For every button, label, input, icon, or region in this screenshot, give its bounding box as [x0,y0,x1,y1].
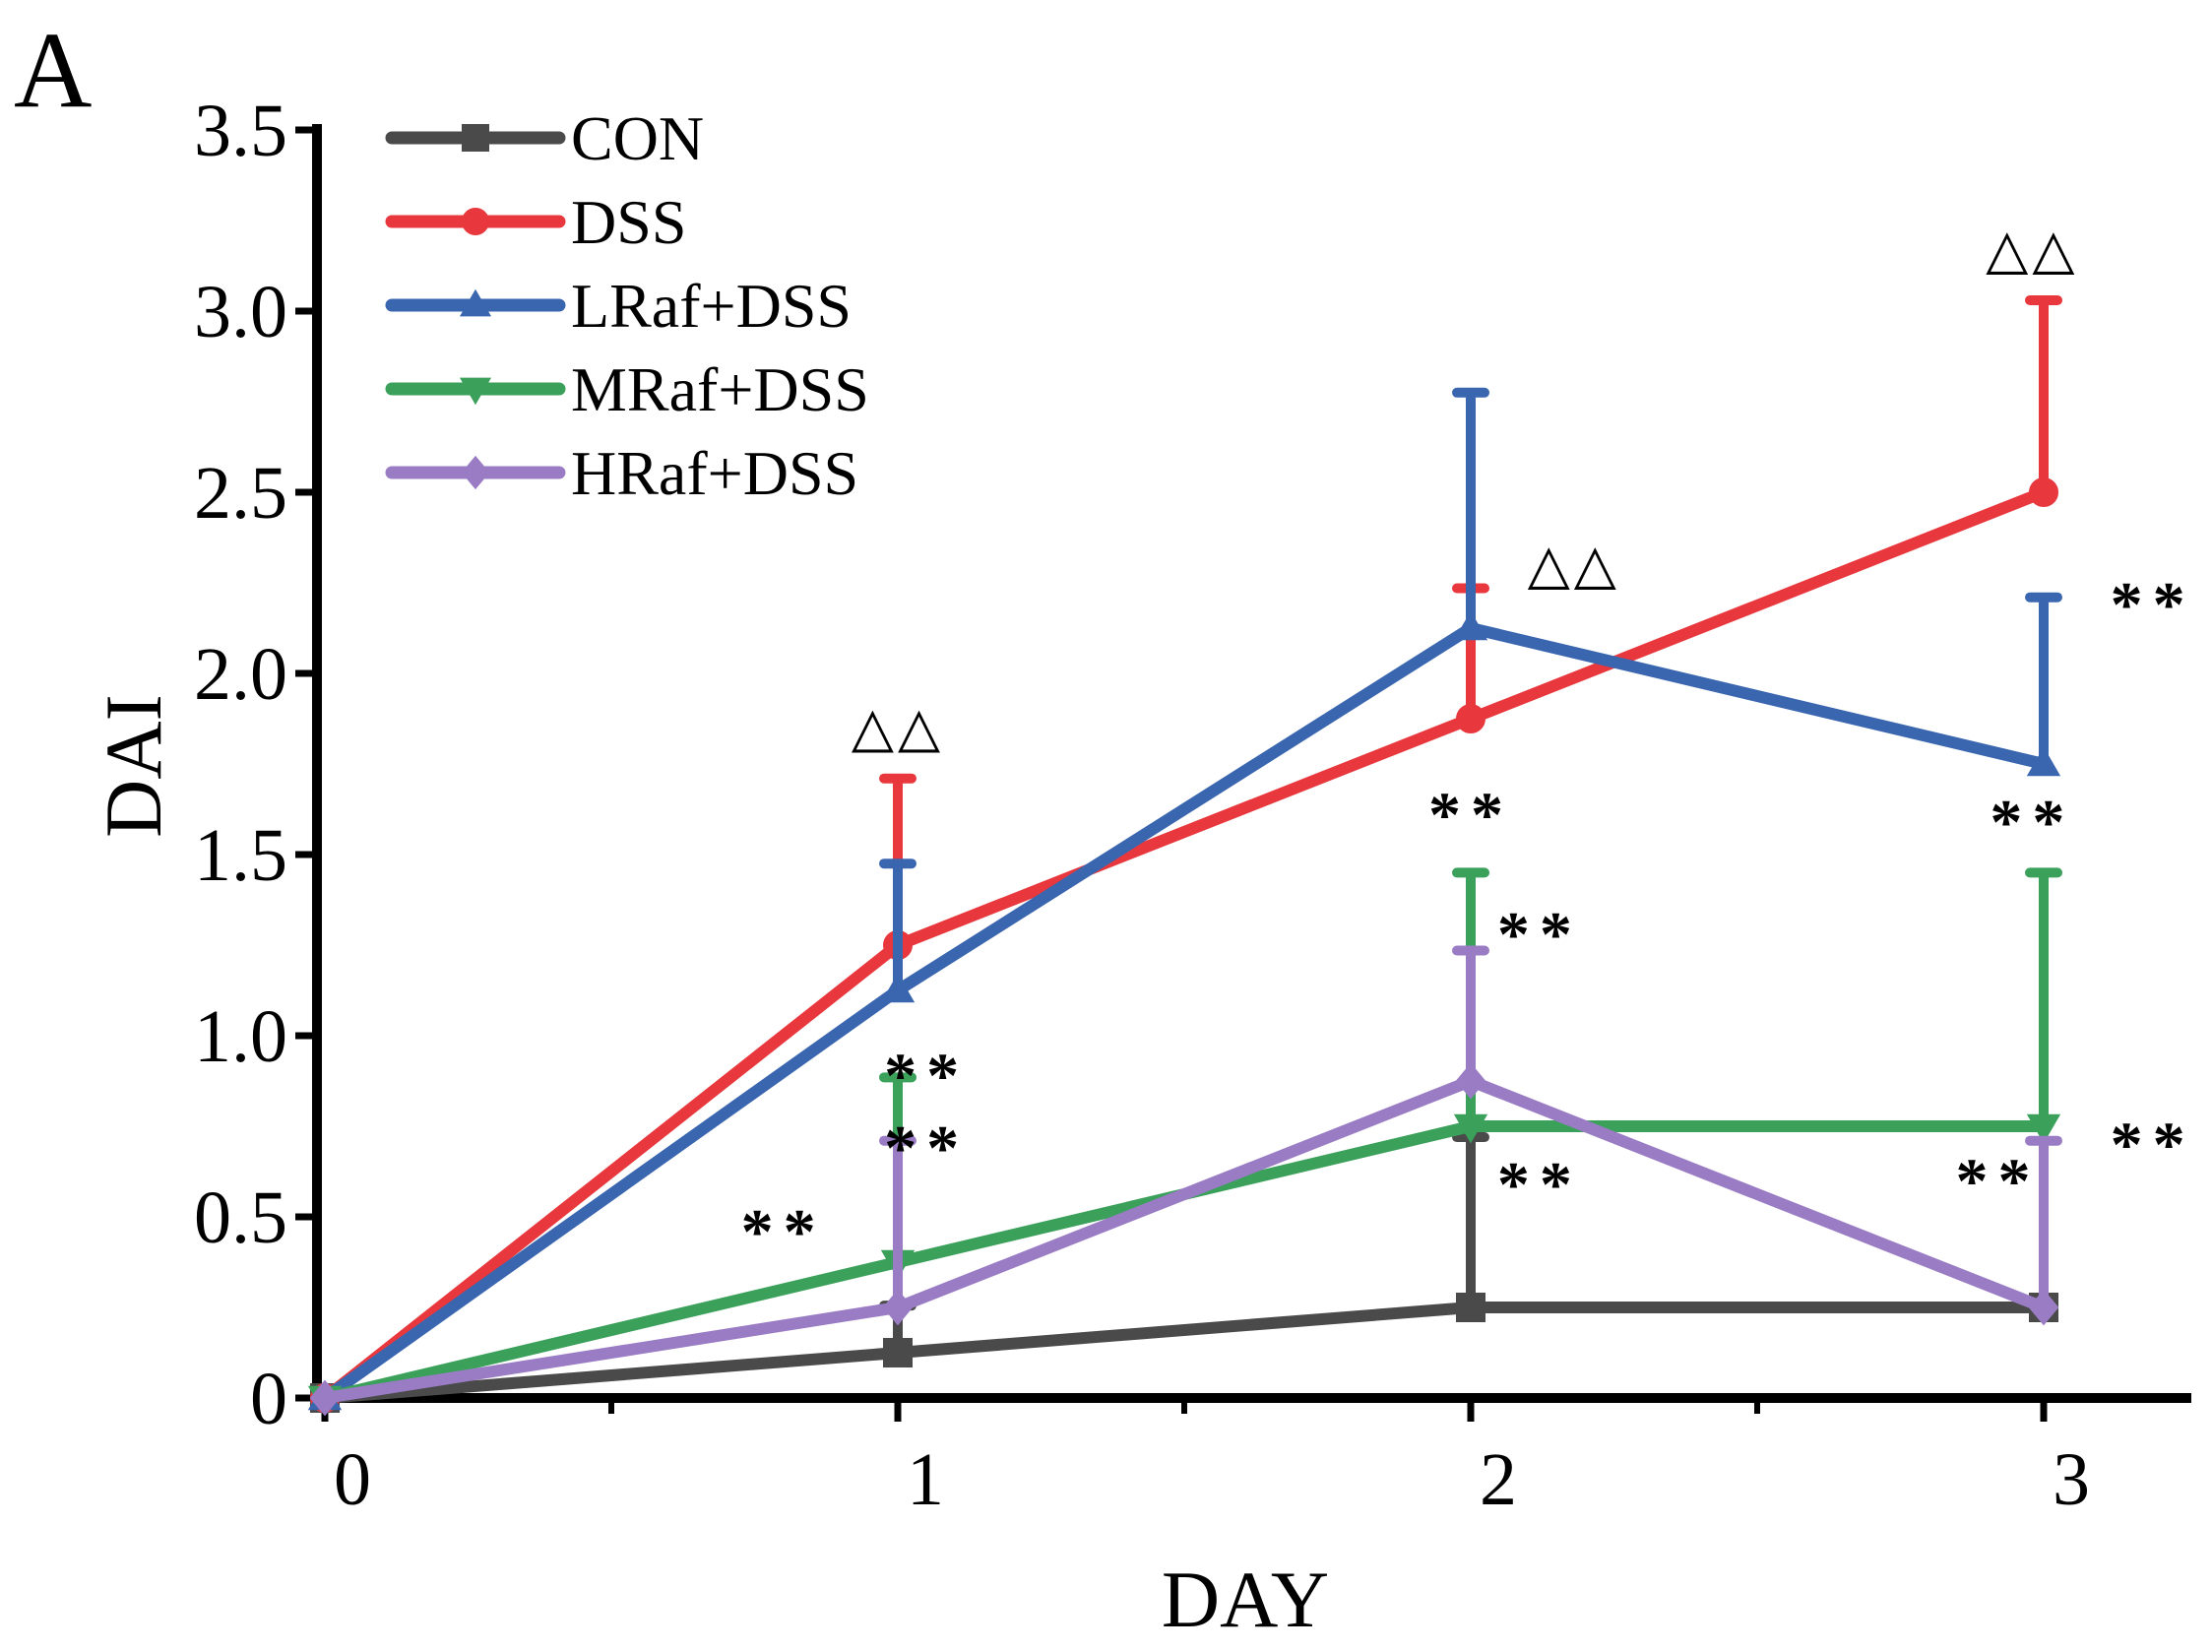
significance-asterisks: ** [1990,787,2074,858]
x-axis-title: DAY [1162,1555,1329,1644]
data-point [1456,704,1485,733]
series-layer [307,294,2062,1417]
significance-asterisks: ** [884,1041,969,1112]
data-point [309,1379,341,1417]
legend-label: DSS [571,187,686,257]
data-point [1453,610,1488,641]
significance-triangles: △△ [852,698,944,759]
significance-asterisks: ** [1497,899,1582,971]
significance-asterisks: ** [1428,780,1513,852]
data-point [2026,746,2061,777]
significance-triangles: △△ [1528,535,1620,596]
legend-marker [461,455,490,490]
significance-asterisks: ** [884,1112,969,1184]
x-tick-label: 1 [907,1438,944,1521]
data-point [1456,1293,1485,1322]
y-tick-label: 1.5 [194,814,287,897]
significance-asterisks: ** [1955,1145,2040,1217]
series-line [321,486,2047,1403]
y-tick-label: 2.0 [194,633,287,716]
y-tick-label: 0 [250,1358,287,1440]
legend-marker [459,288,492,317]
legend-label: MRaf+DSS [571,354,869,424]
legend-label: LRaf+DSS [571,271,852,341]
series-hraf-dss [309,945,2062,1417]
legend: CON DSS LRaf+DSS MRaf+DSS HRaf+DSS [385,103,869,508]
legend-item: DSS [385,187,686,257]
legend-item: LRaf+DSS [385,271,852,341]
x-tick-label: 2 [1480,1438,1517,1521]
y-tick-label: 2.5 [194,452,287,535]
data-point [882,1289,914,1326]
significance-asterisks: ** [2111,1109,2195,1180]
legend-label: CON [571,103,704,173]
series-line [321,622,2046,1403]
legend-marker [462,124,489,152]
data-point [883,1338,913,1367]
y-tick-label: 1.0 [194,995,287,1078]
legend-label: HRaf+DSS [571,438,858,508]
y-tick-label: 0.5 [194,1176,287,1259]
y-tick-label: 3.0 [194,271,287,353]
series-con [310,1132,2058,1413]
legend-marker [462,208,489,235]
series-lraf-dss [307,387,2062,1411]
axes-layer: 0 0.5 1.0 1.5 2.0 2.5 3.0 3.5 0 1 2 3 [194,90,2191,1521]
significance-asterisks: ** [1497,1149,1582,1221]
data-point [880,973,916,1003]
x-tick-label: 0 [334,1438,371,1521]
significance-asterisks: ** [741,1196,826,1268]
annotation-layer: △△△△△△******************** [741,220,2195,1268]
significance-asterisks: ** [2111,569,2195,641]
legend-item: HRaf+DSS [385,438,858,508]
series-line [324,1075,2047,1404]
y-axis-title: DAI [89,694,178,838]
legend-marker [459,377,492,406]
y-tick-label: 3.5 [194,90,287,172]
data-point [2028,1289,2059,1326]
series-line [324,1302,2044,1404]
panel-label: A [14,10,92,130]
data-point [2026,1113,2061,1144]
significance-triangles: △△ [1986,220,2078,281]
data-point [2029,477,2058,507]
x-tick-label: 3 [2053,1438,2090,1521]
data-point [1453,1113,1488,1144]
legend-item: CON [385,103,704,173]
data-point [1455,1062,1486,1100]
legend-item: MRaf+DSS [385,354,869,424]
